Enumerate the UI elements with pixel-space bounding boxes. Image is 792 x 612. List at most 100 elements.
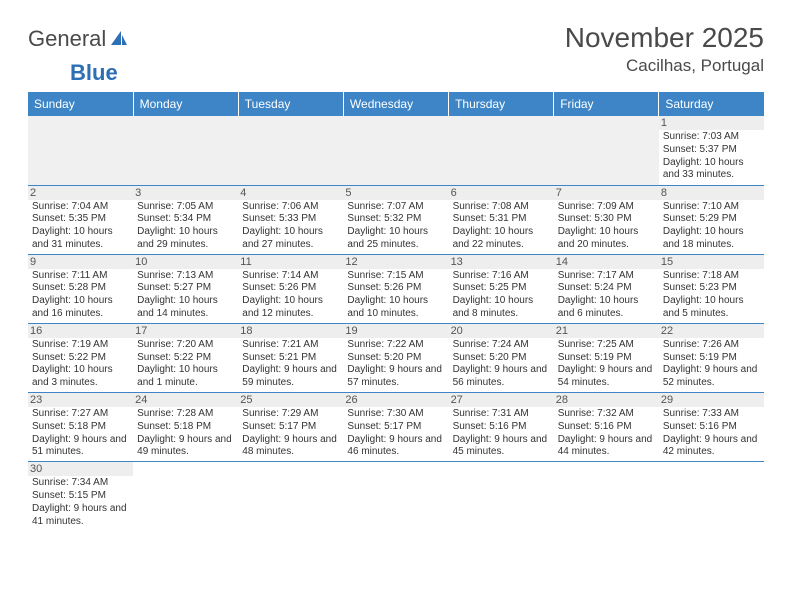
calendar-cell bbox=[133, 116, 238, 185]
calendar-table: Sunday Monday Tuesday Wednesday Thursday… bbox=[28, 92, 764, 531]
calendar-cell: 4Sunrise: 7:06 AMSunset: 5:33 PMDaylight… bbox=[238, 185, 343, 254]
calendar-cell: 10Sunrise: 7:13 AMSunset: 5:27 PMDayligh… bbox=[133, 254, 238, 323]
day-number: 4 bbox=[238, 186, 343, 200]
day-number: 6 bbox=[449, 186, 554, 200]
weekday-header: Sunday bbox=[28, 92, 133, 116]
calendar-cell: 28Sunrise: 7:32 AMSunset: 5:16 PMDayligh… bbox=[554, 393, 659, 462]
day-number: 16 bbox=[28, 324, 133, 338]
day-number: 1 bbox=[659, 116, 764, 130]
day-number: 30 bbox=[28, 462, 133, 476]
day-info: Sunrise: 7:16 AMSunset: 5:25 PMDaylight:… bbox=[453, 270, 550, 321]
calendar-cell bbox=[449, 462, 554, 531]
day-number: 10 bbox=[133, 255, 238, 269]
day-info: Sunrise: 7:05 AMSunset: 5:34 PMDaylight:… bbox=[137, 201, 234, 252]
day-info: Sunrise: 7:27 AMSunset: 5:18 PMDaylight:… bbox=[32, 408, 129, 459]
day-info: Sunrise: 7:21 AMSunset: 5:21 PMDaylight:… bbox=[242, 339, 339, 390]
day-info: Sunrise: 7:33 AMSunset: 5:16 PMDaylight:… bbox=[663, 408, 760, 459]
day-info: Sunrise: 7:19 AMSunset: 5:22 PMDaylight:… bbox=[32, 339, 129, 390]
calendar-row: 23Sunrise: 7:27 AMSunset: 5:18 PMDayligh… bbox=[28, 393, 764, 462]
day-number: 5 bbox=[343, 186, 448, 200]
calendar-cell: 26Sunrise: 7:30 AMSunset: 5:17 PMDayligh… bbox=[343, 393, 448, 462]
calendar-row: 30Sunrise: 7:34 AMSunset: 5:15 PMDayligh… bbox=[28, 462, 764, 531]
day-info: Sunrise: 7:04 AMSunset: 5:35 PMDaylight:… bbox=[32, 201, 129, 252]
day-info: Sunrise: 7:11 AMSunset: 5:28 PMDaylight:… bbox=[32, 270, 129, 321]
calendar-row: 16Sunrise: 7:19 AMSunset: 5:22 PMDayligh… bbox=[28, 323, 764, 392]
day-info: Sunrise: 7:32 AMSunset: 5:16 PMDaylight:… bbox=[558, 408, 655, 459]
day-info: Sunrise: 7:26 AMSunset: 5:19 PMDaylight:… bbox=[663, 339, 760, 390]
calendar-cell: 9Sunrise: 7:11 AMSunset: 5:28 PMDaylight… bbox=[28, 254, 133, 323]
calendar-cell: 12Sunrise: 7:15 AMSunset: 5:26 PMDayligh… bbox=[343, 254, 448, 323]
calendar-cell: 25Sunrise: 7:29 AMSunset: 5:17 PMDayligh… bbox=[238, 393, 343, 462]
calendar-cell bbox=[343, 116, 448, 185]
weekday-header-row: Sunday Monday Tuesday Wednesday Thursday… bbox=[28, 92, 764, 116]
calendar-cell: 19Sunrise: 7:22 AMSunset: 5:20 PMDayligh… bbox=[343, 323, 448, 392]
weekday-header: Saturday bbox=[659, 92, 764, 116]
calendar-cell: 7Sunrise: 7:09 AMSunset: 5:30 PMDaylight… bbox=[554, 185, 659, 254]
calendar-cell: 16Sunrise: 7:19 AMSunset: 5:22 PMDayligh… bbox=[28, 323, 133, 392]
day-number: 7 bbox=[554, 186, 659, 200]
calendar-cell bbox=[343, 462, 448, 531]
day-number: 20 bbox=[449, 324, 554, 338]
day-number: 24 bbox=[133, 393, 238, 407]
day-number: 2 bbox=[28, 186, 133, 200]
day-number: 8 bbox=[659, 186, 764, 200]
day-info: Sunrise: 7:34 AMSunset: 5:15 PMDaylight:… bbox=[32, 477, 129, 528]
calendar-cell: 13Sunrise: 7:16 AMSunset: 5:25 PMDayligh… bbox=[449, 254, 554, 323]
calendar-page: General November 2025 Cacilhas, Portugal… bbox=[0, 0, 792, 541]
day-info: Sunrise: 7:10 AMSunset: 5:29 PMDaylight:… bbox=[663, 201, 760, 252]
calendar-cell bbox=[238, 462, 343, 531]
day-number: 28 bbox=[554, 393, 659, 407]
day-info: Sunrise: 7:07 AMSunset: 5:32 PMDaylight:… bbox=[347, 201, 444, 252]
day-number: 21 bbox=[554, 324, 659, 338]
day-info: Sunrise: 7:06 AMSunset: 5:33 PMDaylight:… bbox=[242, 201, 339, 252]
day-info: Sunrise: 7:17 AMSunset: 5:24 PMDaylight:… bbox=[558, 270, 655, 321]
calendar-cell: 18Sunrise: 7:21 AMSunset: 5:21 PMDayligh… bbox=[238, 323, 343, 392]
calendar-cell bbox=[659, 462, 764, 531]
day-info: Sunrise: 7:20 AMSunset: 5:22 PMDaylight:… bbox=[137, 339, 234, 390]
weekday-header: Tuesday bbox=[238, 92, 343, 116]
calendar-cell: 2Sunrise: 7:04 AMSunset: 5:35 PMDaylight… bbox=[28, 185, 133, 254]
calendar-cell: 30Sunrise: 7:34 AMSunset: 5:15 PMDayligh… bbox=[28, 462, 133, 531]
day-number: 26 bbox=[343, 393, 448, 407]
day-number: 15 bbox=[659, 255, 764, 269]
day-number: 29 bbox=[659, 393, 764, 407]
day-info: Sunrise: 7:09 AMSunset: 5:30 PMDaylight:… bbox=[558, 201, 655, 252]
day-number: 17 bbox=[133, 324, 238, 338]
day-info: Sunrise: 7:25 AMSunset: 5:19 PMDaylight:… bbox=[558, 339, 655, 390]
month-title: November 2025 bbox=[565, 22, 764, 54]
day-number: 27 bbox=[449, 393, 554, 407]
day-info: Sunrise: 7:24 AMSunset: 5:20 PMDaylight:… bbox=[453, 339, 550, 390]
day-number: 23 bbox=[28, 393, 133, 407]
day-number: 18 bbox=[238, 324, 343, 338]
day-info: Sunrise: 7:30 AMSunset: 5:17 PMDaylight:… bbox=[347, 408, 444, 459]
day-info: Sunrise: 7:31 AMSunset: 5:16 PMDaylight:… bbox=[453, 408, 550, 459]
logo: General bbox=[28, 22, 129, 52]
day-info: Sunrise: 7:14 AMSunset: 5:26 PMDaylight:… bbox=[242, 270, 339, 321]
day-number: 25 bbox=[238, 393, 343, 407]
calendar-row: 1Sunrise: 7:03 AMSunset: 5:37 PMDaylight… bbox=[28, 116, 764, 185]
calendar-cell: 17Sunrise: 7:20 AMSunset: 5:22 PMDayligh… bbox=[133, 323, 238, 392]
day-info: Sunrise: 7:13 AMSunset: 5:27 PMDaylight:… bbox=[137, 270, 234, 321]
day-info: Sunrise: 7:15 AMSunset: 5:26 PMDaylight:… bbox=[347, 270, 444, 321]
day-info: Sunrise: 7:08 AMSunset: 5:31 PMDaylight:… bbox=[453, 201, 550, 252]
calendar-cell bbox=[238, 116, 343, 185]
day-number: 14 bbox=[554, 255, 659, 269]
logo-text-blue: Blue bbox=[70, 60, 118, 86]
logo-text-general: General bbox=[28, 26, 106, 52]
day-number: 12 bbox=[343, 255, 448, 269]
location: Cacilhas, Portugal bbox=[565, 56, 764, 76]
day-info: Sunrise: 7:18 AMSunset: 5:23 PMDaylight:… bbox=[663, 270, 760, 321]
day-number: 13 bbox=[449, 255, 554, 269]
calendar-cell: 11Sunrise: 7:14 AMSunset: 5:26 PMDayligh… bbox=[238, 254, 343, 323]
calendar-cell bbox=[554, 462, 659, 531]
calendar-cell: 21Sunrise: 7:25 AMSunset: 5:19 PMDayligh… bbox=[554, 323, 659, 392]
day-number: 11 bbox=[238, 255, 343, 269]
weekday-header: Wednesday bbox=[343, 92, 448, 116]
day-number: 19 bbox=[343, 324, 448, 338]
logo-sail-icon bbox=[109, 29, 129, 47]
day-info: Sunrise: 7:03 AMSunset: 5:37 PMDaylight:… bbox=[663, 131, 760, 182]
day-info: Sunrise: 7:22 AMSunset: 5:20 PMDaylight:… bbox=[347, 339, 444, 390]
calendar-row: 2Sunrise: 7:04 AMSunset: 5:35 PMDaylight… bbox=[28, 185, 764, 254]
calendar-cell: 15Sunrise: 7:18 AMSunset: 5:23 PMDayligh… bbox=[659, 254, 764, 323]
calendar-cell bbox=[133, 462, 238, 531]
